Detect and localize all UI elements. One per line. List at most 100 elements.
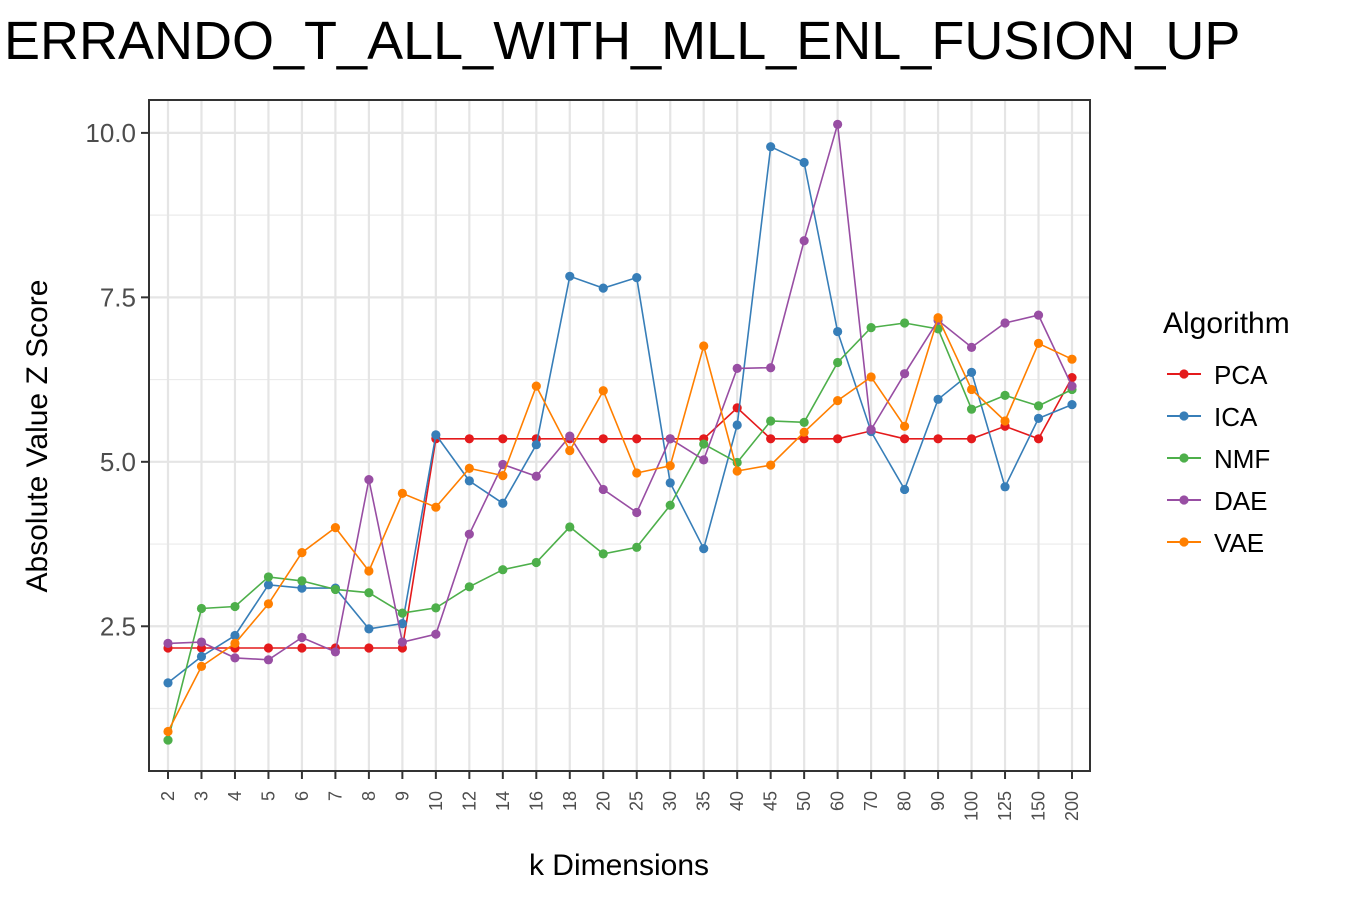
legend-item-ica: ICA [1167,402,1258,432]
data-point [632,542,642,552]
x-tick-label: 7 [325,791,345,801]
axis-ticks [141,131,1073,779]
legend-label: ICA [1214,402,1258,432]
data-point [498,565,508,575]
data-point [364,566,374,576]
data-point [297,583,307,593]
data-point [498,498,508,508]
x-tick-label: 5 [258,791,278,801]
data-point [1033,338,1044,349]
legend-item-vae: VAE [1167,528,1264,558]
data-point [464,463,474,473]
data-point [196,651,207,662]
data-point [263,655,274,665]
data-point [966,434,977,444]
data-point [833,357,843,368]
data-point [966,404,977,414]
legend-item-pca: PCA [1167,360,1268,390]
x-tick-label: 150 [1029,791,1049,821]
data-point [933,394,943,404]
legend-label: DAE [1214,486,1267,516]
data-point [565,522,575,532]
x-tick-label: 6 [292,791,312,801]
data-point [699,455,709,465]
data-point [799,236,809,246]
x-tick-label: 9 [392,791,412,801]
data-point [966,367,977,377]
data-point [1067,381,1077,391]
y-tick-label: 10.0 [85,118,136,148]
data-point [799,434,809,444]
data-point [297,632,307,643]
x-tick-label: 12 [459,791,479,811]
y-tick-label: 7.5 [100,282,136,312]
data-point [1033,310,1044,320]
data-point [531,440,541,450]
data-point [263,572,274,582]
x-tick-label: 200 [1062,791,1082,821]
data-point [1000,482,1010,492]
data-point [1033,434,1044,444]
data-point [732,420,742,430]
data-point [230,638,240,648]
data-point [263,599,274,609]
x-tick-label: 8 [359,791,379,801]
data-point [263,643,274,653]
data-point [464,582,474,592]
legend: Algorithm PCA ICA NMF DAE VAE [1163,307,1290,558]
data-point [766,142,776,152]
data-point [598,484,608,495]
x-tick-label: 80 [895,791,915,811]
legend-marker [1179,411,1189,421]
data-point [632,468,642,478]
data-point [866,424,876,435]
data-point [163,735,173,745]
data-point [665,461,675,471]
data-point [766,416,776,426]
data-point [531,557,541,568]
x-tick-label: 3 [191,791,211,801]
y-tick-label: 2.5 [100,611,136,641]
y-tick-label: 5.0 [100,447,136,477]
legend-label: PCA [1214,360,1268,390]
data-point [632,434,642,444]
data-point [230,653,240,663]
legend-item-dae: DAE [1167,486,1267,516]
data-point [665,478,675,488]
data-point [866,372,876,382]
data-point [632,507,642,518]
x-tick-label: 70 [861,791,881,811]
legend-marker [1179,495,1189,505]
data-point [1033,413,1044,423]
data-point [297,643,307,653]
data-point [431,603,441,613]
legend-marker [1179,537,1189,547]
data-point [330,647,341,657]
series-line [168,377,1073,649]
legend-item-nmf: NMF [1167,444,1270,474]
data-point [966,342,977,352]
x-axis-title: k Dimensions [529,849,709,882]
x-tick-label: 20 [593,791,613,811]
data-point [699,341,709,351]
series-layer [163,119,1077,745]
data-point [833,326,843,337]
legend-marker [1179,369,1189,379]
data-point [397,608,407,618]
legend-marker [1179,453,1189,463]
data-point [665,434,675,444]
data-point [799,427,809,437]
data-point [665,500,675,510]
data-point [364,474,374,485]
series-nmf [163,318,1077,745]
data-point [364,643,374,653]
data-point [397,488,407,498]
data-point [598,434,608,444]
plot-background [149,100,1090,771]
data-point [431,502,441,512]
data-point [899,421,910,431]
data-point [1067,399,1077,410]
data-point [699,439,709,449]
x-tick-label: 90 [928,791,948,811]
data-point [766,434,776,444]
